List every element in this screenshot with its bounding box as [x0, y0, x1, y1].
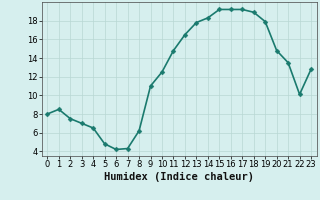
X-axis label: Humidex (Indice chaleur): Humidex (Indice chaleur): [104, 172, 254, 182]
